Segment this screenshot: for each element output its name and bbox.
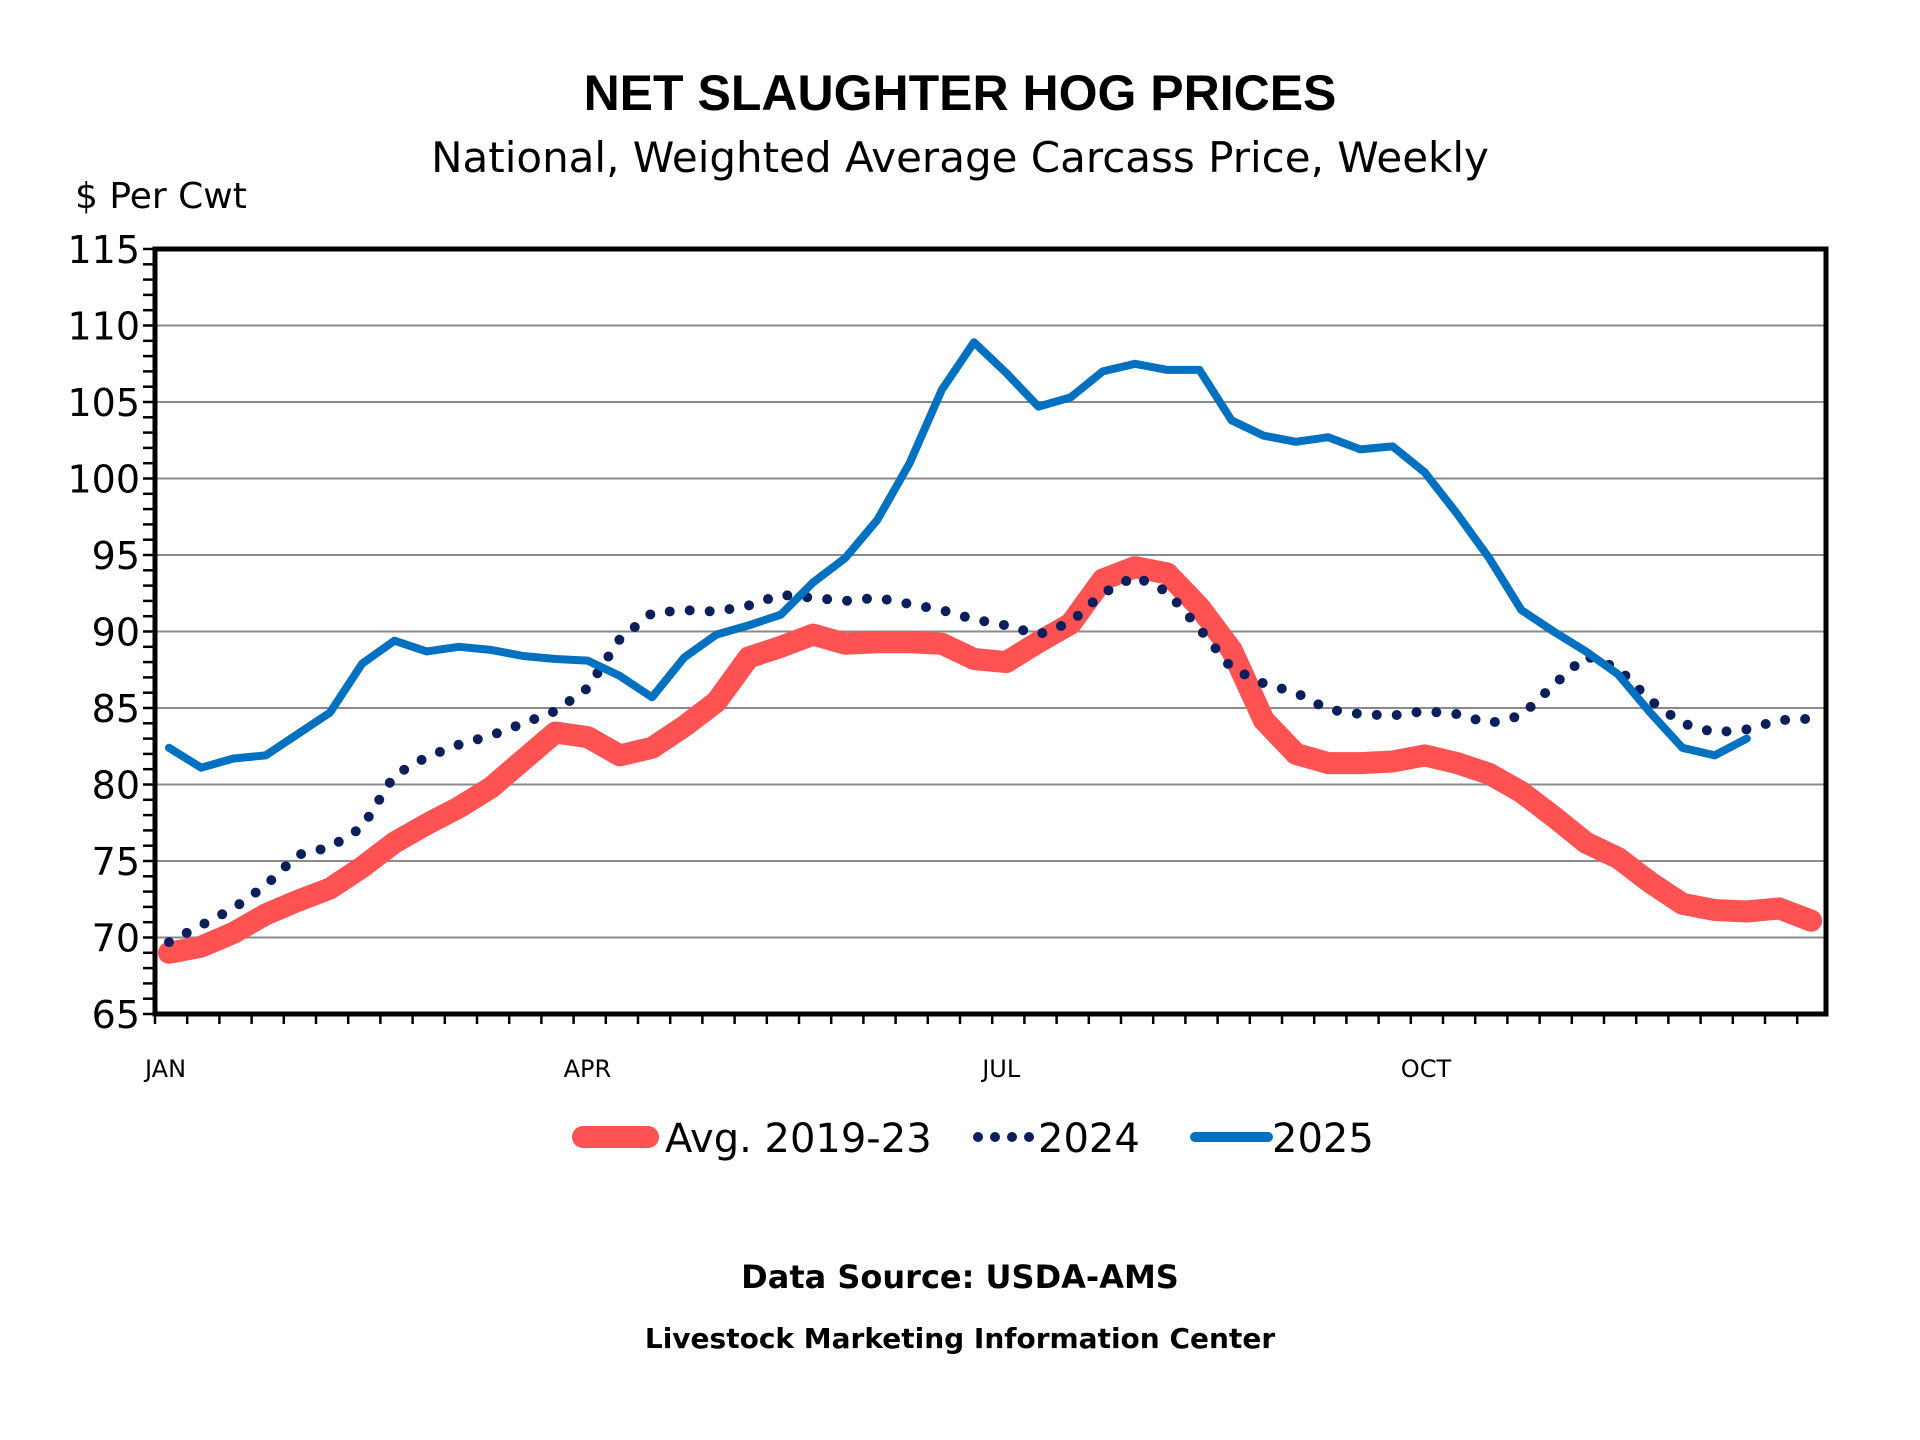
y-tick-label: 65 <box>92 993 140 1037</box>
y-tick-label: 110 <box>67 305 140 349</box>
series-group <box>158 338 1823 964</box>
y-tick-label: 90 <box>92 611 140 655</box>
series-line <box>158 556 1823 964</box>
y-tick-label: 115 <box>67 228 140 272</box>
y-tick-label: 85 <box>92 687 140 731</box>
y-axis-label: $ Per Cwt <box>75 176 247 217</box>
data-source: Data Source: USDA-AMS <box>741 1258 1179 1296</box>
y-tick-label: 80 <box>92 764 140 808</box>
y-tick-label: 105 <box>67 381 140 425</box>
gridlines <box>155 324 1826 939</box>
series-2025 <box>165 338 1751 772</box>
y-tick-label: 70 <box>92 917 140 961</box>
x-tick-label: APR <box>564 1055 612 1083</box>
legend-label-avg: Avg. 2019-23 <box>665 1116 932 1162</box>
series-avg-2019-23 <box>158 556 1823 964</box>
y-tick-label: 100 <box>67 458 140 502</box>
x-tick-label: JAN <box>143 1055 186 1083</box>
legend-label-2024: 2024 <box>1038 1116 1140 1162</box>
plot-frame <box>152 246 1829 1017</box>
x-tick-label: OCT <box>1401 1055 1452 1083</box>
series-line <box>164 571 1817 948</box>
organization: Livestock Marketing Information Center <box>645 1322 1275 1355</box>
chart-title: NET SLAUGHTER HOG PRICES <box>584 65 1337 121</box>
x-axis-tick-labels: JAN APR JUL OCT <box>143 1055 1451 1083</box>
legend-label-2025: 2025 <box>1272 1116 1374 1162</box>
y-axis-tick-labels: 65 70 75 80 85 90 95 100 105 110 115 <box>67 228 140 1037</box>
x-tick-label: JUL <box>980 1055 1021 1083</box>
series-line <box>165 338 1751 772</box>
chart-subtitle: National, Weighted Average Carcass Price… <box>431 133 1489 182</box>
y-tick-label: 95 <box>92 534 140 578</box>
series-2024 <box>164 571 1817 948</box>
y-tick-label: 75 <box>92 840 140 884</box>
legend: Avg. 2019-23 2024 2025 <box>572 1116 1374 1162</box>
